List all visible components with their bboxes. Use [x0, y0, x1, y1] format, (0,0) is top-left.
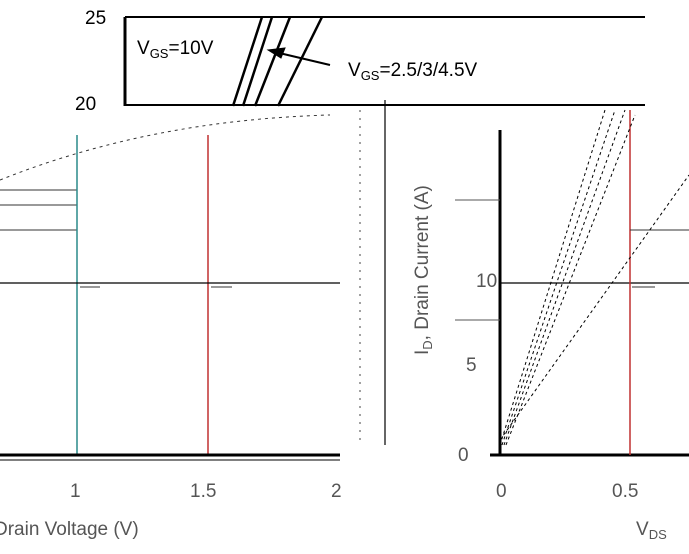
- x-axis-title: Drain Voltage (V): [0, 519, 139, 540]
- annotation: VGS=2.5/3/4.5V: [348, 60, 478, 83]
- y-tick-label: 5: [466, 355, 477, 376]
- left-panel: [0, 100, 386, 461]
- x-tick-label: 2: [331, 481, 342, 502]
- x-tick-label: 1: [70, 481, 81, 502]
- x-tick-label: 0.5: [612, 481, 638, 502]
- y-tick-label: 10: [476, 271, 497, 292]
- right-panel: [455, 109, 689, 457]
- y-tick-label: 25: [85, 8, 106, 29]
- x-tick-label: 0: [496, 481, 507, 502]
- x-axis-title: VDS: [636, 519, 667, 542]
- y-tick-label: 0: [458, 445, 469, 466]
- y-tick-label: 20: [75, 94, 96, 115]
- y-axis-title: ID, Drain Current (A): [412, 185, 435, 355]
- x-tick-label: 1.5: [190, 481, 216, 502]
- annotation: VGS=10V: [137, 38, 214, 61]
